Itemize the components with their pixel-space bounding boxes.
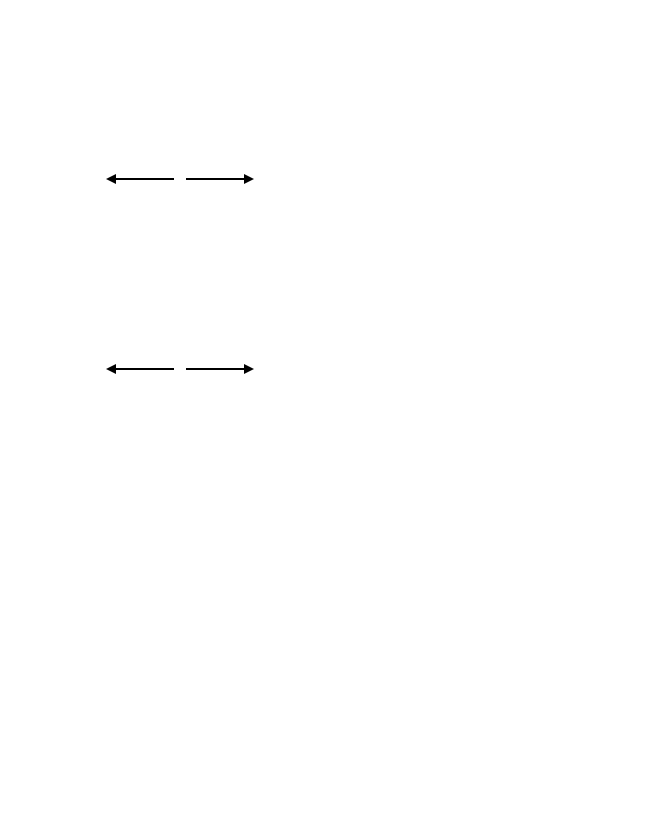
panel-b — [20, 210, 630, 370]
barchart-a-svg — [370, 20, 650, 170]
arrow-right-icon — [186, 368, 246, 370]
arrow-right-icon — [186, 178, 246, 180]
histogram-a — [30, 20, 330, 180]
barchart-b-svg — [370, 210, 650, 360]
histogram-a-xaxis — [30, 178, 330, 180]
histogram-b — [30, 210, 330, 370]
panel-a — [20, 20, 630, 180]
histogram-a-svg — [30, 24, 330, 174]
arrow-left-icon — [114, 368, 174, 370]
histogram-b-xaxis — [30, 368, 330, 370]
barchart-a — [370, 20, 650, 170]
arrow-left-icon — [114, 178, 174, 180]
histogram-b-svg — [30, 214, 330, 364]
barchart-b — [370, 210, 650, 360]
